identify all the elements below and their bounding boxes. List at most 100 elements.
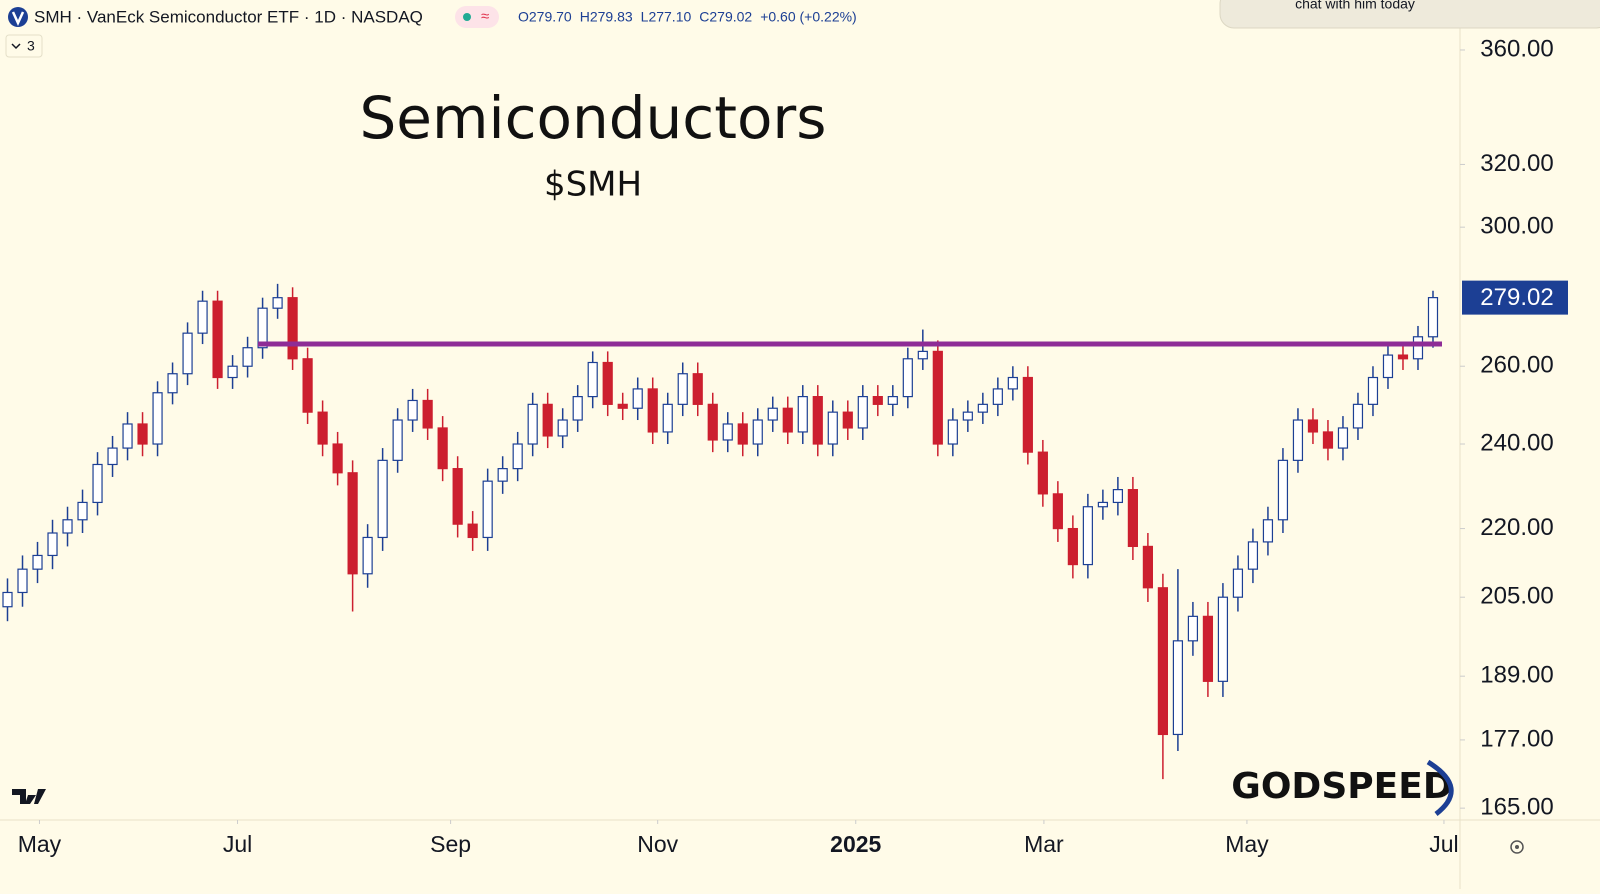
- candle-body: [1262, 519, 1274, 543]
- candle-body: [902, 358, 913, 398]
- candle-body: [887, 396, 898, 405]
- candle-body: [932, 350, 943, 445]
- x-tick-label: May: [1225, 831, 1269, 857]
- candle-body: [1082, 506, 1093, 566]
- tv-logo: [12, 789, 46, 804]
- candle-body: [767, 407, 778, 421]
- y-tick-label: 240.00: [1480, 429, 1553, 456]
- candle-body: [392, 419, 403, 461]
- candle-body: [947, 419, 958, 445]
- candle-body: [1217, 596, 1229, 682]
- candle-body: [332, 443, 343, 474]
- popup[interactable]: [1219, 0, 1600, 29]
- candle-body: [377, 459, 388, 539]
- candle-body: [557, 419, 568, 437]
- candle-body: [47, 532, 58, 557]
- candle-body: [722, 423, 733, 441]
- candle-body: [707, 403, 718, 441]
- candle-body: [977, 403, 988, 413]
- settings-icon[interactable]: [1510, 840, 1524, 854]
- chevron: [11, 43, 21, 50]
- candle-body: [1277, 459, 1289, 521]
- candle-body: [677, 373, 688, 405]
- candle-body: [257, 307, 268, 349]
- x-tick-label: Jul: [1429, 831, 1458, 857]
- candle-body: [497, 468, 508, 482]
- candle-body: [482, 480, 493, 539]
- candle-body: [152, 392, 163, 445]
- indicator-toggle[interactable]: [5, 34, 43, 58]
- candle-body: [1367, 376, 1379, 405]
- y-tick-label: 205.00: [1480, 583, 1553, 610]
- candle-body: [752, 419, 763, 445]
- candle-body: [872, 396, 883, 405]
- chart-title: Semiconductors: [359, 84, 826, 152]
- x-tick-label: Mar: [1024, 831, 1064, 857]
- candle-body: [1352, 403, 1364, 429]
- candle-body: [1307, 419, 1319, 433]
- candle-body: [92, 463, 103, 504]
- x-tick-label: 2025: [830, 831, 881, 857]
- candle-body: [1157, 587, 1168, 736]
- candle-body: [17, 568, 28, 594]
- y-tick-label: 300.00: [1480, 213, 1553, 240]
- candle-body: [302, 358, 313, 413]
- candle-body: [107, 447, 118, 466]
- candle-body: [1322, 431, 1334, 449]
- candle-body: [512, 443, 523, 470]
- candle-body: [212, 300, 223, 379]
- candle-body: [1007, 376, 1018, 390]
- candle-body: [1337, 427, 1349, 449]
- watermark-swoosh: [1426, 759, 1454, 816]
- popup-text: chat with him today: [1295, 0, 1415, 12]
- candle-body: [1112, 489, 1123, 504]
- candle-body: [1172, 640, 1184, 736]
- candle-body: [167, 373, 178, 394]
- candle-body: [1292, 419, 1304, 461]
- candle-body: [1022, 376, 1033, 453]
- status-pill[interactable]: [455, 6, 499, 28]
- candle-body: [692, 373, 703, 405]
- y-tick-label: 189.00: [1480, 662, 1553, 689]
- candle-body: [437, 427, 448, 470]
- candle-body: [527, 403, 538, 445]
- candle-body: [1412, 336, 1424, 360]
- status-icon: ≈: [481, 8, 489, 25]
- candle-body: [422, 399, 433, 429]
- candle-body: [1187, 615, 1199, 642]
- indicator-count: 3: [27, 38, 35, 54]
- candle-body: [587, 361, 598, 398]
- candle-body: [287, 297, 298, 360]
- plot: [2, 283, 1439, 780]
- ohlc-value: O279.70: [518, 9, 572, 25]
- candle-body: [1097, 501, 1108, 508]
- candle-body: [662, 403, 673, 433]
- y-tick-label: 165.00: [1480, 793, 1553, 820]
- candle-body: [632, 388, 643, 409]
- y-tick-label: 220.00: [1480, 514, 1553, 541]
- chart-subtitle: $SMH: [544, 165, 642, 205]
- candle-body: [1397, 354, 1409, 360]
- candle-body: [1067, 527, 1078, 566]
- candle-body: [2, 591, 13, 608]
- x-tick-label: Nov: [637, 831, 678, 857]
- status-dot: [463, 13, 471, 21]
- candle-body: [1247, 541, 1259, 570]
- candle-body: [182, 332, 193, 375]
- settings-icon: [1515, 845, 1519, 849]
- y-tick-label: 320.00: [1480, 150, 1553, 177]
- candle-body: [647, 388, 658, 433]
- candle-body: [197, 300, 208, 334]
- symbol: SMH · VanEck Semiconductor ETF · 1D · NA…: [34, 7, 423, 26]
- candle-body: [1142, 545, 1153, 589]
- candle-body: [77, 501, 88, 521]
- candle-body: [842, 411, 853, 429]
- candle-body: [992, 388, 1003, 405]
- candle-body: [347, 472, 358, 575]
- candle-body: [1202, 615, 1214, 682]
- candle-body: [137, 423, 148, 445]
- candle-body: [32, 554, 43, 570]
- ohlc-value: H279.83: [580, 9, 633, 25]
